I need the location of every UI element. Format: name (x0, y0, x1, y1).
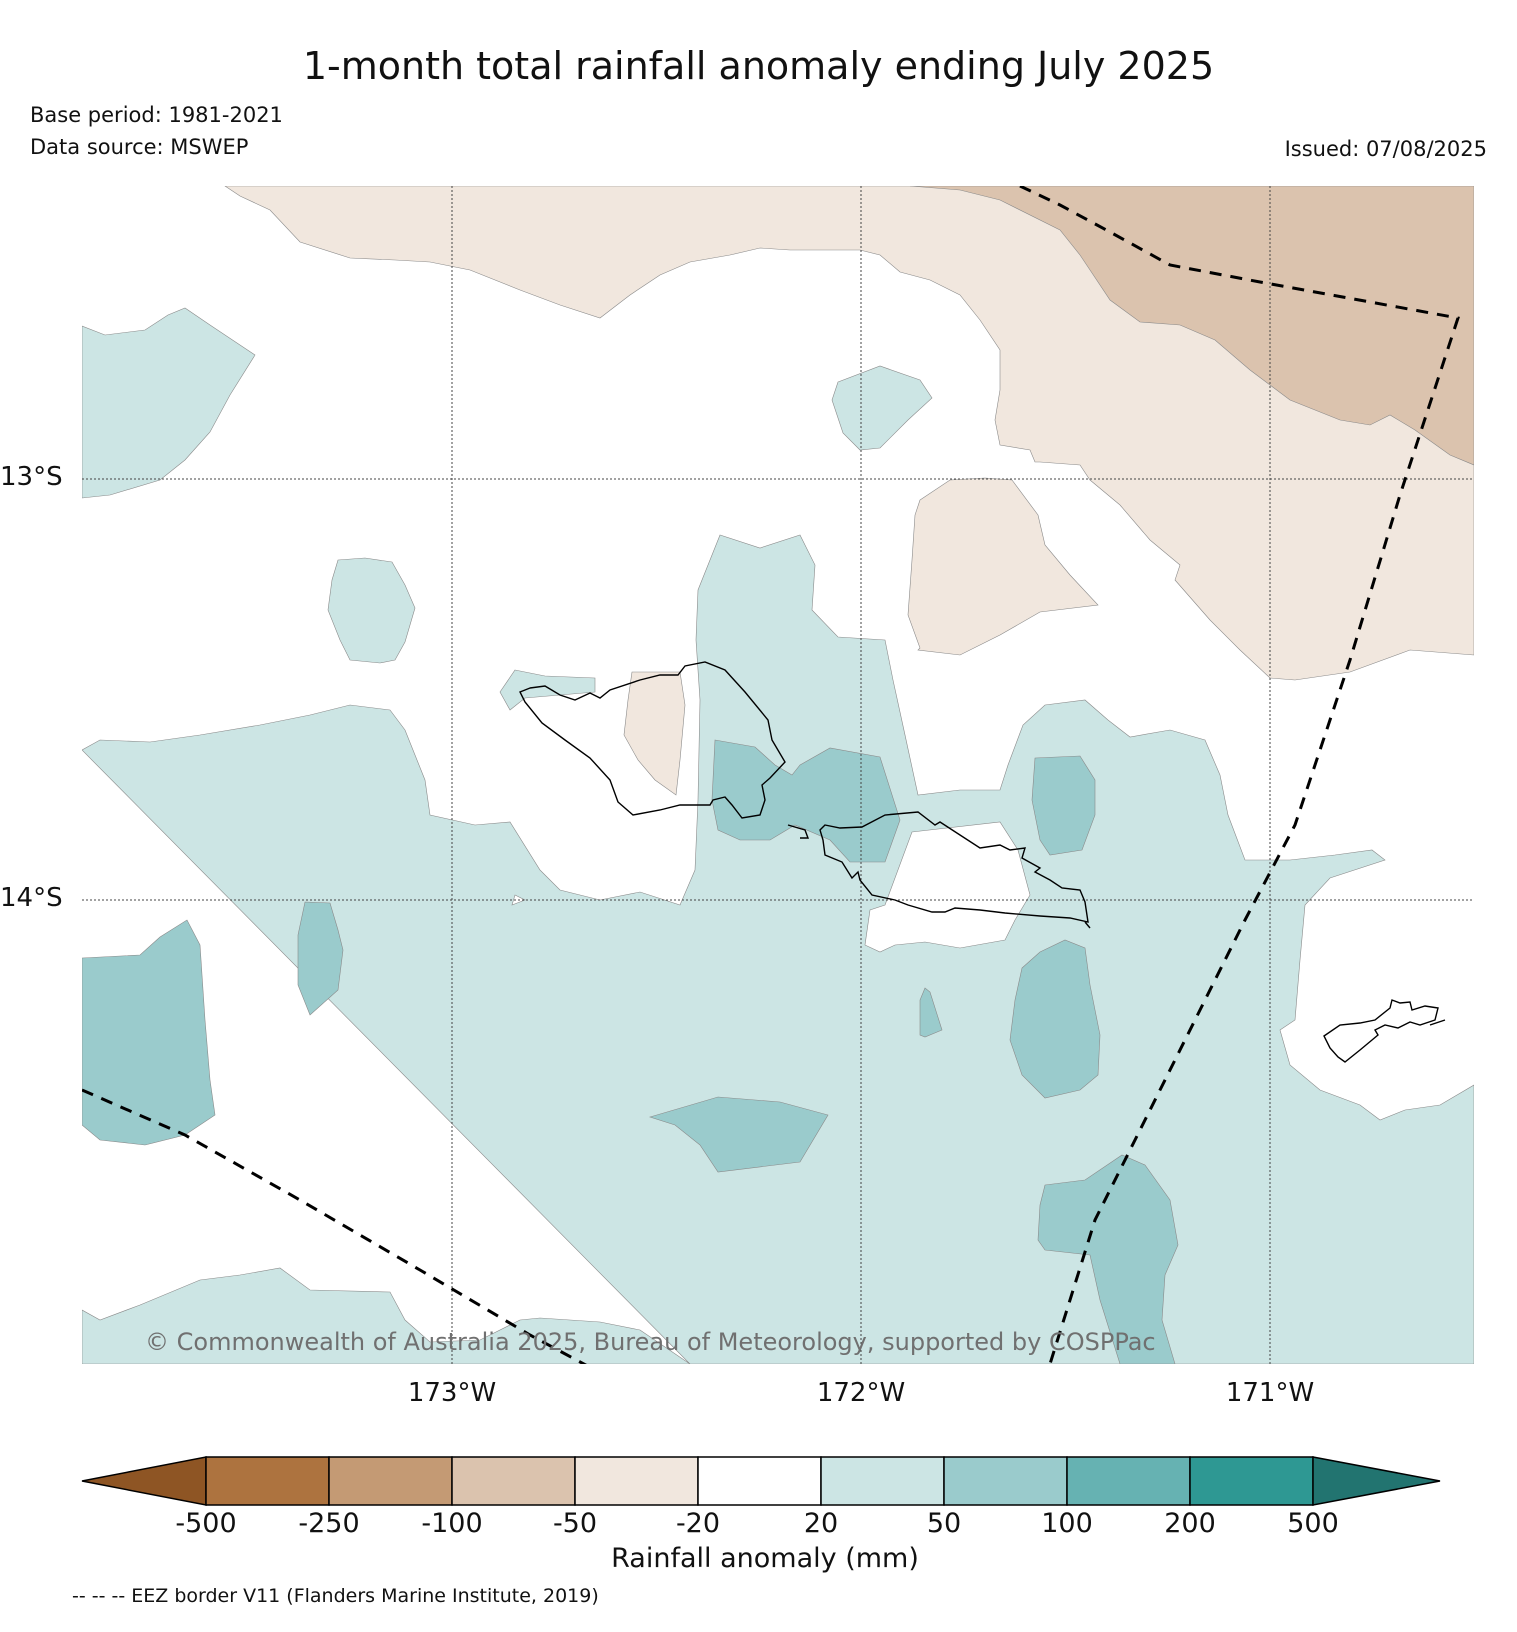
colorbar-tick-label: 20 (803, 1508, 839, 1539)
eez-legend-note: -- -- -- EEZ border V11 (Flanders Marine… (72, 1585, 599, 1607)
base-period-label: Base period: 1981-2021 (30, 103, 283, 127)
anomaly-region-wet-moderate (82, 739, 1179, 1364)
upolu-island-outline (787, 811, 1091, 929)
eez-border (82, 186, 1460, 1364)
anomaly-region-dry-moderate (909, 186, 1474, 466)
anomaly-region-dry-patch (623, 671, 686, 796)
copyright-notice: © Commonwealth of Australia 2025, Bureau… (145, 1328, 1156, 1356)
colorbar (81, 1456, 1441, 1506)
graticule (82, 186, 1474, 1364)
issued-date-label: Issued: 07/08/2025 (1284, 137, 1487, 161)
colorbar-tick-label: -250 (298, 1508, 360, 1539)
colorbar-tick-label: -500 (175, 1508, 237, 1539)
colorbar-tick-label: 100 (1041, 1508, 1093, 1539)
anomaly-region-near-normal-hole (864, 821, 1031, 953)
colorbar-cell (451, 1456, 576, 1506)
colorbar-cell (820, 1456, 945, 1506)
colorbar-tick-label: -50 (552, 1508, 598, 1539)
anomaly-region-wet-light (831, 365, 933, 451)
savaii-island-outline (519, 661, 786, 819)
colorbar-cell (1066, 1456, 1191, 1506)
colorbar-cell (1189, 1456, 1314, 1506)
colorbar-cell (697, 1456, 822, 1506)
colorbar-tick-label: 50 (926, 1508, 962, 1539)
anomaly-region-wet-light (82, 307, 1474, 1364)
colorbar-extend-high (1312, 1456, 1441, 1506)
colorbar-tick-label: -20 (675, 1508, 721, 1539)
colorbar-label: Rainfall anomaly (mm) (611, 1543, 919, 1574)
colorbar-cell (943, 1456, 1068, 1506)
colorbar-extend-low (81, 1456, 207, 1506)
lon-label-171w: 171°W (1225, 1378, 1315, 1408)
tutuila-island-outline (1323, 999, 1446, 1063)
colorbar-cell (574, 1456, 699, 1506)
colorbar-cell (328, 1456, 453, 1506)
lon-label-173w: 173°W (407, 1378, 497, 1408)
coastline (519, 661, 1446, 1063)
lat-label-14s: 14°S (0, 883, 63, 913)
colorbar-cell (205, 1456, 330, 1506)
lon-label-172w: 172°W (816, 1378, 906, 1408)
colorbar-tick-label: 200 (1164, 1508, 1216, 1539)
map-title: 1-month total rainfall anomaly ending Ju… (302, 44, 1215, 88)
rainfall-anomaly-map (82, 186, 1474, 1364)
colorbar-tick-label: -100 (421, 1508, 483, 1539)
data-source-label: Data source: MSWEP (30, 135, 249, 159)
anomaly-region-wet-light (327, 557, 416, 664)
colorbar-tick-label: 500 (1287, 1508, 1339, 1539)
lat-label-13s: 13°S (0, 462, 63, 492)
